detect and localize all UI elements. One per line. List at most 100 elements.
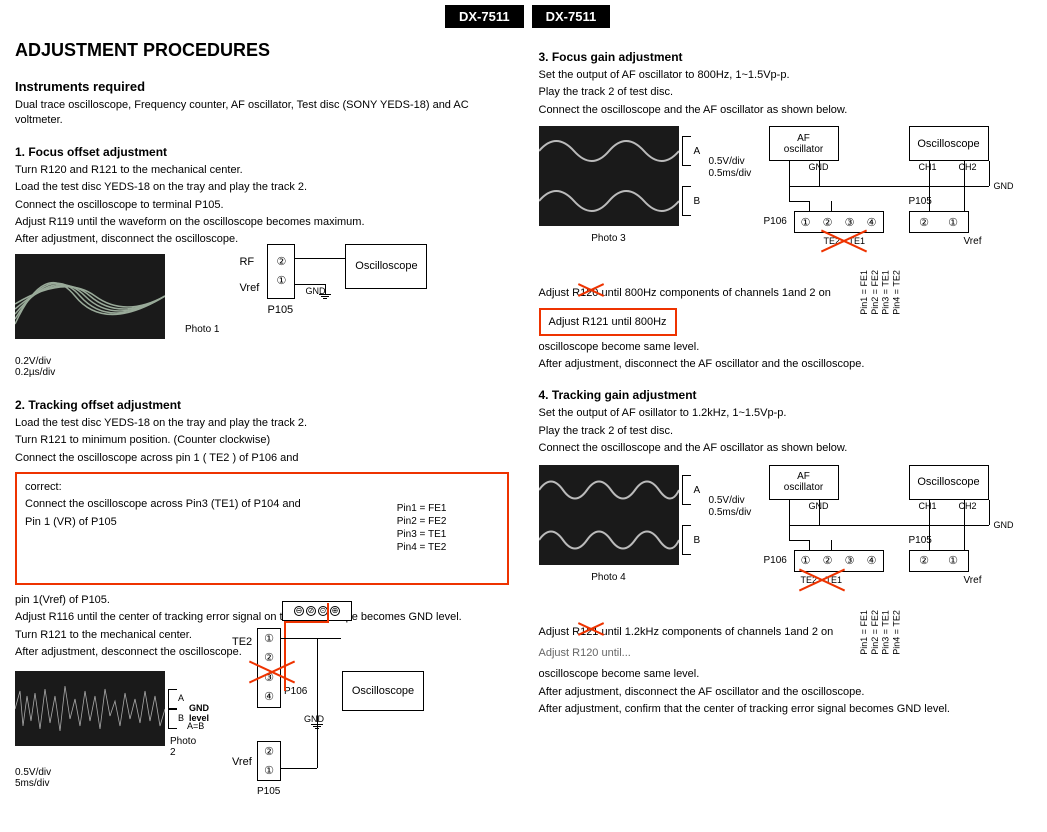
s2-l1: Load the test disc YEDS-18 on the tray a… — [15, 416, 509, 431]
right-column: 3. Focus gain adjustment Set the output … — [539, 40, 1033, 832]
s2-p106: P106 — [284, 686, 307, 697]
s2-markB: B — [178, 713, 184, 723]
s3-n1: ① — [801, 216, 811, 229]
s2-p4: Pin4 = TE2 — [397, 541, 447, 554]
s4-l3: Connect the oscilloscope and the AF osci… — [539, 441, 1033, 456]
s3-diagram: AFoscillator GND Oscilloscope CH1 CH2 GN… — [769, 126, 1019, 276]
s2-ab: A=B — [187, 721, 204, 731]
s3-l4a: Adjust R120 until 800Hz components of ch… — [539, 286, 1033, 301]
s2-ax1: 0.5V/div — [15, 767, 165, 778]
photo4-caption: Photo 4 — [539, 572, 679, 583]
model-label-2: DX-7511 — [532, 5, 611, 28]
photo-2 — [15, 671, 165, 746]
page-title: ADJUSTMENT PROCEDURES — [15, 40, 509, 61]
s2-correction-box: correct: Connect the oscilloscope across… — [15, 472, 509, 585]
s3-gnd2: GND — [994, 181, 1014, 191]
s2-p1: Pin1 = FE1 — [397, 502, 447, 515]
s4-markB: B — [694, 535, 701, 546]
left-column: ADJUSTMENT PROCEDURES Instruments requir… — [15, 40, 509, 832]
s3-te2: TE2 — [824, 236, 841, 246]
model-label-1: DX-7511 — [445, 5, 524, 28]
s3-n2: ② — [823, 216, 833, 229]
s1-vref: Vref — [239, 282, 259, 294]
photo3-caption: Photo 3 — [539, 233, 679, 244]
s4-n3: ③ — [845, 554, 855, 567]
s1-l3: Connect the oscilloscope to terminal P10… — [15, 198, 509, 213]
s2-vref: Vref — [232, 756, 252, 768]
s4-scope: Oscilloscope — [909, 465, 989, 500]
s2-n3: ③ — [264, 671, 274, 684]
instruments-heading: Instruments required — [15, 79, 509, 94]
s3-l3: Connect the oscilloscope and the AF osci… — [539, 103, 1033, 118]
s2-l4: pin 1(Vref) of P105. — [15, 593, 509, 608]
s3-vref: Vref — [964, 236, 982, 247]
s1-diagram: RF Vref ② ① P105 GND Oscilloscope — [239, 244, 439, 334]
s4-n2b: ② — [919, 554, 929, 567]
s2-n1b: ① — [264, 764, 274, 777]
s4-markA: A — [694, 485, 701, 496]
s1-heading: 1. Focus offset adjustment — [15, 145, 509, 159]
s3-p106: P106 — [764, 216, 787, 227]
s3-n1b: ① — [948, 216, 958, 229]
s3-l1: Set the output of AF oscillator to 800Hz… — [539, 68, 1033, 83]
s1-rf: RF — [239, 256, 254, 268]
s4-l2: Play the track 2 of test disc. — [539, 424, 1033, 439]
s1-scope: Oscilloscope — [345, 244, 427, 289]
photo1-caption: Photo 1 — [185, 254, 219, 378]
s2-p2: Pin2 = FE2 — [397, 515, 447, 528]
s4-correction: Adjust R120 until... — [539, 646, 1033, 661]
instruments-text: Dual trace oscilloscope, Frequency count… — [15, 98, 509, 129]
s4-n2: ② — [823, 554, 833, 567]
s3-scope: Oscilloscope — [909, 126, 989, 161]
s2-n4: ④ — [264, 690, 274, 703]
s1-l1: Turn R120 and R121 to the mechanical cen… — [15, 163, 509, 178]
s2-heading: 2. Tracking offset adjustment — [15, 398, 509, 412]
s4-ch1: CH1 — [919, 501, 937, 511]
s3-n3: ③ — [845, 216, 855, 229]
s3-ax2: 0.5ms/div — [709, 168, 752, 179]
s4-vref: Vref — [964, 575, 982, 586]
s1-n2: ② — [277, 255, 287, 268]
s4-ax2: 0.5ms/div — [709, 507, 752, 518]
s1-n1: ① — [277, 274, 287, 287]
s4-pins: Pin1 = FE1Pin2 = FE2Pin3 = TE1Pin4 = TE2 — [859, 610, 902, 655]
s2-gnd: GND level — [189, 703, 209, 723]
s2-markA: A — [178, 693, 184, 703]
s1-l2: Load the test disc YEDS-18 on the tray a… — [15, 180, 509, 195]
s4-l7: After adjustment, confirm that the cente… — [539, 702, 1033, 717]
s2-scope: Oscilloscope — [342, 671, 424, 711]
s2-n2b: ② — [264, 745, 274, 758]
s4-n1: ① — [801, 554, 811, 567]
s1-l4: Adjust R119 until the waveform on the os… — [15, 215, 509, 230]
s3-l5: oscilloscope become same level. — [539, 340, 1033, 355]
photo-1 — [15, 254, 165, 339]
s3-te1: TE1 — [849, 236, 866, 246]
s2-n1: ① — [264, 632, 274, 645]
s3-l6: After adjustment, disconnect the AF osci… — [539, 357, 1033, 372]
s4-n4: ④ — [867, 554, 877, 567]
s4-te2: TE2 — [801, 575, 818, 585]
s2-correct-label: correct: — [25, 480, 499, 495]
s4-l5: oscilloscope become same level. — [539, 667, 1033, 682]
photo-4 — [539, 465, 679, 565]
s1-p105: P105 — [267, 304, 293, 316]
s4-gnd2: GND — [994, 520, 1014, 530]
s4-heading: 4. Tracking gain adjustment — [539, 388, 1033, 402]
s3-ax1: 0.5V/div — [709, 156, 745, 167]
s2-diagram: ⊖⊘⊙⊕ TE2 ① ② ③ ④ P106 G — [232, 616, 452, 816]
s4-ch2: CH2 — [959, 501, 977, 511]
s2-n2: ② — [264, 651, 274, 664]
s2-ax2: 5ms/div — [15, 778, 165, 789]
photo-3 — [539, 126, 679, 226]
s2-p3: Pin3 = TE1 — [397, 528, 447, 541]
s4-l4a: Adjust R121 until 1.2kHz components of c… — [539, 625, 1033, 640]
s4-p106: P106 — [764, 555, 787, 566]
s4-te1: TE1 — [826, 575, 843, 585]
s2-p105: P105 — [257, 786, 280, 797]
s4-diagram: AFoscillator GND Oscilloscope CH1 CH2 GN… — [769, 465, 1019, 615]
s2-l2: Turn R121 to minimum position. (Counter … — [15, 433, 509, 448]
header-labels: DX-7511 DX-7511 — [445, 5, 610, 28]
s1-ax2: 0.2µs/div — [15, 367, 55, 378]
s4-ax1: 0.5V/div — [709, 495, 745, 506]
s3-n4: ④ — [867, 216, 877, 229]
